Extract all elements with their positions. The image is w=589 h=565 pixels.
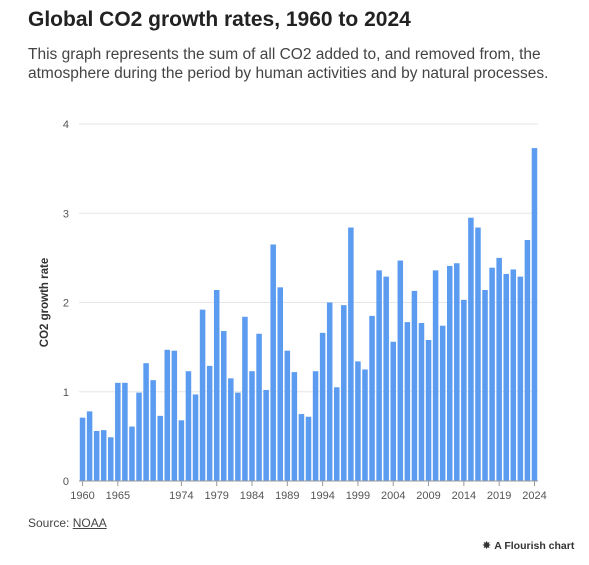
bar-1989[interactable] bbox=[284, 350, 291, 481]
source-note: Source: NOAA bbox=[28, 516, 107, 530]
y-axis-ticks: 0 1 2 3 4 bbox=[63, 119, 69, 488]
bar-1983[interactable] bbox=[242, 316, 248, 481]
bar-1978[interactable] bbox=[206, 365, 213, 481]
x-tick-label: 1994 bbox=[310, 490, 334, 502]
x-tick-label: 1999 bbox=[346, 490, 370, 502]
source-link[interactable]: NOAA bbox=[72, 516, 107, 530]
bar-1992[interactable] bbox=[305, 416, 312, 481]
bar-2006[interactable] bbox=[404, 322, 411, 481]
bar-2017[interactable] bbox=[482, 290, 488, 481]
bar-1988[interactable] bbox=[277, 287, 284, 481]
x-tick-label: 1965 bbox=[106, 490, 130, 502]
bar-2019[interactable] bbox=[496, 257, 502, 482]
bar-1985[interactable] bbox=[256, 333, 262, 481]
x-tick-label: 2024 bbox=[522, 490, 546, 502]
bar-1975[interactable] bbox=[185, 371, 192, 481]
bar-1961[interactable] bbox=[86, 411, 93, 481]
x-tick-label: 1989 bbox=[275, 490, 299, 502]
bar-1962[interactable] bbox=[93, 431, 100, 481]
bar-1972[interactable] bbox=[164, 349, 171, 481]
bar-2014[interactable] bbox=[461, 299, 467, 481]
chart-subtitle: This graph represents the sum of all CO2… bbox=[28, 46, 549, 82]
y-tick-label: 1 bbox=[63, 387, 69, 399]
x-tick-label: 2019 bbox=[487, 490, 511, 502]
bar-2008[interactable] bbox=[418, 323, 425, 481]
flourish-credit-label: A Flourish chart bbox=[494, 540, 575, 552]
bar-2012[interactable] bbox=[446, 265, 453, 481]
bar-2002[interactable] bbox=[376, 270, 382, 481]
bar-1966[interactable] bbox=[122, 382, 128, 481]
bar-2001[interactable] bbox=[369, 315, 375, 481]
bar-1964[interactable] bbox=[108, 437, 114, 481]
bar-2016[interactable] bbox=[475, 227, 481, 481]
bar-1997[interactable] bbox=[341, 305, 347, 481]
bar-1986[interactable] bbox=[263, 389, 269, 481]
bar-1993[interactable] bbox=[312, 371, 319, 481]
chart-title: Global CO2 growth rates, 1960 to 2024 bbox=[28, 8, 411, 31]
x-tick-label: 1960 bbox=[70, 490, 94, 502]
bar-1995[interactable] bbox=[326, 302, 333, 482]
bar-1999[interactable] bbox=[355, 361, 361, 481]
bar-1980[interactable] bbox=[221, 331, 227, 481]
bar-2023[interactable] bbox=[524, 240, 531, 481]
bar-1973[interactable] bbox=[171, 350, 178, 481]
bar-1960[interactable] bbox=[79, 417, 86, 481]
y-axis-label: CO2 growth rate bbox=[39, 258, 51, 347]
bar-1990[interactable] bbox=[291, 372, 298, 481]
bar-2020[interactable] bbox=[503, 273, 509, 481]
bar-2022[interactable] bbox=[517, 276, 524, 481]
bar-2005[interactable] bbox=[397, 260, 404, 481]
bar-1974[interactable] bbox=[178, 420, 185, 481]
x-tick-label: 1984 bbox=[240, 490, 264, 502]
bar-2004[interactable] bbox=[390, 341, 396, 481]
bar-2011[interactable] bbox=[439, 325, 446, 481]
bar-1984[interactable] bbox=[249, 371, 255, 481]
bar-1965[interactable] bbox=[115, 382, 121, 481]
source-label: Source: bbox=[28, 516, 73, 530]
bar-2007[interactable] bbox=[411, 290, 418, 481]
bar-1976[interactable] bbox=[192, 394, 199, 481]
bar-2003[interactable] bbox=[383, 276, 389, 481]
bar-1971[interactable] bbox=[157, 415, 163, 481]
y-tick-label: 4 bbox=[63, 119, 69, 131]
bar-1969[interactable] bbox=[143, 363, 149, 481]
flourish-star-icon: ✸ bbox=[482, 540, 492, 552]
bar-1968[interactable] bbox=[136, 392, 142, 481]
y-tick-label: 0 bbox=[63, 476, 69, 488]
x-tick-label: 1974 bbox=[169, 490, 193, 502]
bar-1963[interactable] bbox=[100, 430, 107, 481]
y-tick-label: 2 bbox=[63, 298, 69, 310]
bar-2024[interactable] bbox=[531, 148, 538, 481]
bar-2015[interactable] bbox=[468, 217, 474, 481]
bar-1991[interactable] bbox=[298, 414, 305, 481]
x-axis-ticks: 1960 1965 1974 1979 1984 1989 1994 1999 2004 2009… bbox=[70, 481, 547, 502]
bar-2018[interactable] bbox=[489, 267, 495, 481]
y-tick-label: 3 bbox=[63, 208, 69, 220]
x-tick-label: 1979 bbox=[204, 490, 228, 502]
bar-1979[interactable] bbox=[213, 290, 220, 481]
bar-1977[interactable] bbox=[199, 309, 206, 481]
bar-2009[interactable] bbox=[425, 339, 432, 481]
bar-1970[interactable] bbox=[150, 380, 156, 481]
bar-2013[interactable] bbox=[454, 263, 460, 481]
flourish-credit[interactable]: ✸ A Flourish chart bbox=[482, 539, 574, 552]
bar-1994[interactable] bbox=[319, 332, 326, 481]
bars bbox=[79, 148, 538, 482]
co2-growth-bar-chart: 0 1 2 3 4 1960 1965 1974 1979 1984 1989 1994 1999 20… bbox=[39, 119, 547, 502]
bar-2000[interactable] bbox=[362, 369, 368, 481]
bar-1996[interactable] bbox=[333, 387, 340, 481]
bar-1981[interactable] bbox=[228, 378, 234, 481]
bar-2010[interactable] bbox=[432, 270, 439, 481]
x-tick-label: 2004 bbox=[381, 490, 405, 502]
bar-1982[interactable] bbox=[235, 392, 241, 481]
bar-1998[interactable] bbox=[348, 227, 354, 481]
bar-1987[interactable] bbox=[270, 244, 276, 481]
bar-2021[interactable] bbox=[510, 269, 517, 481]
bar-1967[interactable] bbox=[129, 426, 135, 481]
x-tick-label: 2009 bbox=[416, 490, 440, 502]
x-tick-label: 2014 bbox=[452, 490, 476, 502]
